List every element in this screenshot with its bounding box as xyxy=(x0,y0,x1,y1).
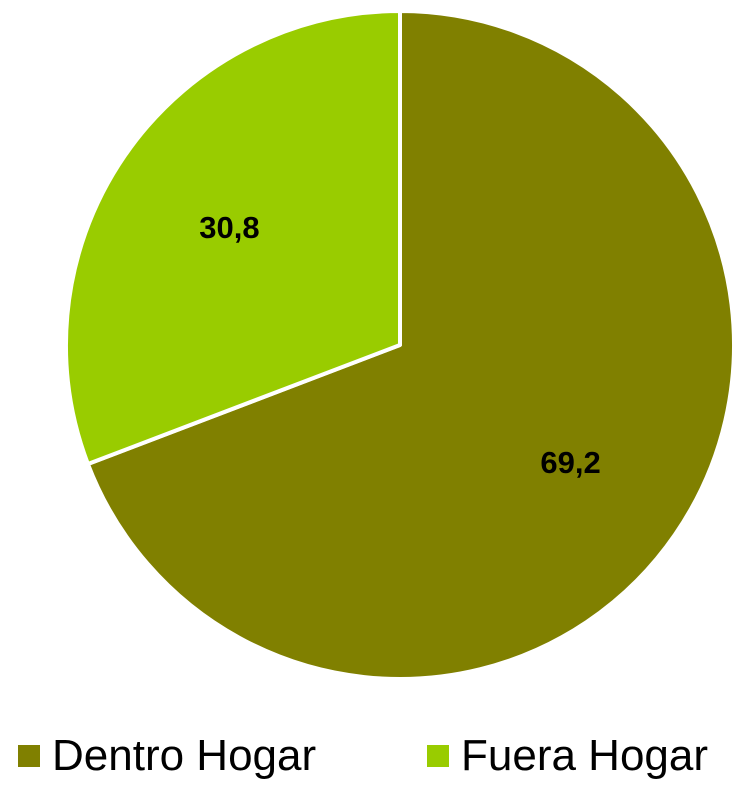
pie-chart: 69,2 30,8 xyxy=(64,9,734,681)
legend-item-fuera-hogar: Fuera Hogar xyxy=(427,726,708,786)
pie-data-labels: 69,2 30,8 xyxy=(199,210,600,480)
pie-slice-dentro-hogar xyxy=(85,9,734,681)
legend-swatch-fuera-hogar xyxy=(427,745,449,767)
legend-item-dentro-hogar: Dentro Hogar xyxy=(18,726,316,786)
data-label-fuera-hogar: 30,8 xyxy=(199,210,259,245)
pie-slices xyxy=(64,9,734,681)
legend-label-dentro-hogar: Dentro Hogar xyxy=(52,731,317,780)
pie-slice-fuera-hogar xyxy=(64,9,402,467)
legend-label-fuera-hogar: Fuera Hogar xyxy=(461,731,709,780)
legend: Dentro Hogar Fuera Hogar xyxy=(0,726,734,786)
data-label-dentro-hogar: 69,2 xyxy=(540,445,600,480)
legend-swatch-dentro-hogar xyxy=(18,745,40,767)
